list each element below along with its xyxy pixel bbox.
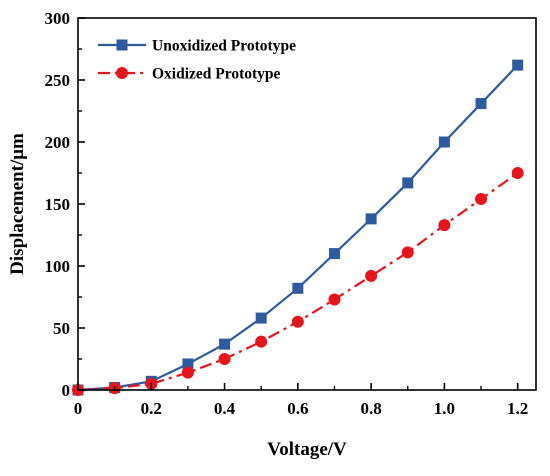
- y-axis: 0 50 100 150 200 250 300: [45, 9, 85, 400]
- series-line-1: [77, 64, 519, 392]
- data-point-series-2: [438, 219, 451, 232]
- y-tick-label: 50: [53, 319, 70, 338]
- series-lines: [77, 64, 519, 392]
- data-point-series-2: [475, 193, 488, 206]
- data-point-series-1: [402, 177, 414, 189]
- y-tick-label: 250: [45, 71, 71, 90]
- x-tick-label: 0.2: [141, 399, 162, 418]
- data-point-series-1: [219, 338, 231, 350]
- x-axis-title: Voltage/V: [267, 439, 347, 460]
- legend-marker-2: [116, 67, 128, 79]
- x-axis: 0 0.2 0.4 0.6 0.8 1.0 1.2: [74, 383, 528, 418]
- data-point-series-1: [292, 282, 304, 294]
- data-point-series-1: [475, 98, 487, 110]
- y-tick-label: 200: [45, 133, 71, 152]
- data-point-series-2: [401, 246, 414, 259]
- data-point-series-2: [218, 353, 231, 365]
- legend-marker-1: [116, 39, 128, 51]
- y-axis-title: Displacement/μm: [7, 133, 28, 275]
- y-tick-label: 0: [62, 381, 71, 400]
- data-point-series-2: [328, 293, 341, 306]
- legend-label: Oxidized Prototype: [152, 66, 281, 83]
- data-point-series-2: [181, 366, 194, 379]
- x-tick-label: 1.0: [434, 399, 455, 418]
- x-tick-label: 0.4: [214, 399, 236, 418]
- x-tick-label: 0.8: [360, 399, 381, 418]
- series-line-2: [77, 172, 519, 392]
- series-markers: [72, 59, 524, 396]
- data-point-series-1: [365, 213, 377, 225]
- data-point-series-2: [365, 269, 378, 282]
- data-point-series-1: [328, 248, 340, 260]
- data-point-series-1: [182, 358, 194, 370]
- legend-label: Unoxidized Prototype: [152, 38, 296, 55]
- data-point-series-2: [255, 335, 268, 348]
- data-point-series-2: [511, 167, 524, 179]
- y-tick-label: 100: [45, 257, 71, 276]
- y-tick-label: 150: [45, 195, 71, 214]
- x-tick-label: 1.2: [507, 399, 528, 418]
- data-point-series-1: [512, 59, 524, 71]
- y-tick-label: 300: [45, 9, 71, 28]
- data-point-series-1: [438, 136, 450, 148]
- x-tick-label: 0.6: [287, 399, 308, 418]
- x-tick-label: 0: [74, 399, 83, 418]
- legend: Unoxidized Prototype Oxidized Prototype: [98, 38, 296, 83]
- data-point-series-2: [291, 315, 304, 328]
- plot-frame: [77, 17, 537, 391]
- data-point-series-1: [255, 312, 267, 324]
